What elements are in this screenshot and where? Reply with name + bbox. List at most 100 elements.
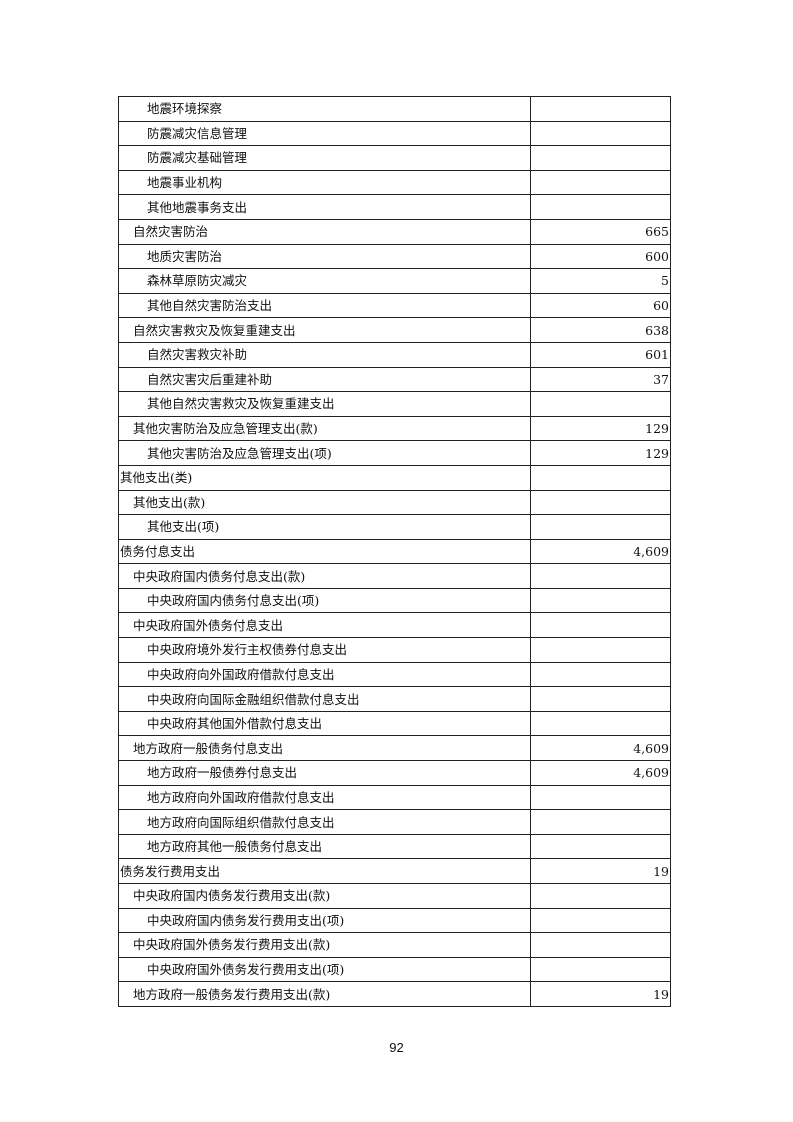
- row-label: 中央政府国内债务付息支出(款): [118, 563, 531, 589]
- row-label: 地震环境探察: [118, 96, 531, 122]
- row-label: 地震事业机构: [118, 169, 531, 196]
- row-label: 其他地震事务支出: [118, 194, 531, 220]
- row-value: [530, 710, 671, 737]
- row-label: 中央政府境外发行主权债券付息支出: [118, 637, 531, 663]
- table-row: 中央政府国内债务发行费用支出(款): [118, 883, 671, 909]
- row-label: 地质灾害防治: [118, 243, 531, 270]
- page-number: 92: [389, 1040, 404, 1055]
- table-row: 其他支出(类): [118, 464, 671, 491]
- row-label: 其他支出(类): [118, 464, 531, 491]
- row-value: [530, 489, 671, 516]
- row-value: [530, 464, 671, 491]
- row-value: [530, 637, 671, 663]
- table-row: 地震环境探察: [118, 96, 671, 122]
- table-row: 防震减灾基础管理: [118, 145, 671, 171]
- row-label: 自然灾害救灾及恢复重建支出: [118, 317, 531, 343]
- row-label: 防震减灾基础管理: [118, 145, 531, 171]
- row-label: 中央政府国内债务付息支出(项): [118, 587, 531, 614]
- row-value: [530, 514, 671, 540]
- table-row: 其他自然灾害防治支出 60: [118, 292, 671, 319]
- table-row: 地方政府一般债务付息支出 4,609: [118, 735, 671, 762]
- table-row: 地方政府其他一般债务付息支出: [118, 833, 671, 860]
- table-row: 债务付息支出 4,609: [118, 538, 671, 565]
- row-value: [530, 784, 671, 811]
- table-row: 自然灾害灾后重建补助 37: [118, 366, 671, 393]
- row-value: 19: [530, 981, 671, 1007]
- row-label: 地方政府向外国政府借款付息支出: [118, 784, 531, 811]
- row-value: 4,609: [530, 760, 671, 786]
- table-row: 地质灾害防治 600: [118, 243, 671, 270]
- table-row: 中央政府国内债务发行费用支出(项): [118, 907, 671, 934]
- table-row: 地方政府向国际组织借款付息支出: [118, 809, 671, 835]
- table-row: 地方政府一般债务发行费用支出(款) 19: [118, 981, 671, 1007]
- row-label: 中央政府国外债务发行费用支出(款): [118, 932, 531, 958]
- row-value: [530, 956, 671, 983]
- table-row: 自然灾害救灾及恢复重建支出 638: [118, 317, 671, 343]
- row-value: [530, 809, 671, 835]
- row-value: [530, 563, 671, 589]
- table-row: 中央政府境外发行主权债券付息支出: [118, 637, 671, 663]
- row-label: 中央政府国内债务发行费用支出(项): [118, 907, 531, 934]
- row-value: [530, 587, 671, 614]
- row-value: 60: [530, 292, 671, 319]
- table-row: 地方政府向外国政府借款付息支出: [118, 784, 671, 811]
- row-label: 地方政府向国际组织借款付息支出: [118, 809, 531, 835]
- row-label: 其他自然灾害防治支出: [118, 292, 531, 319]
- table-row: 其他灾害防治及应急管理支出(款) 129: [118, 415, 671, 442]
- row-label: 自然灾害防治: [118, 218, 531, 245]
- table-row: 中央政府向国际金融组织借款付息支出: [118, 686, 671, 712]
- table-row: 中央政府向外国政府借款付息支出: [118, 661, 671, 688]
- row-value: [530, 169, 671, 196]
- row-value: [530, 194, 671, 220]
- row-value: [530, 120, 671, 147]
- row-value: [530, 932, 671, 958]
- row-value: [530, 661, 671, 688]
- table-row: 其他灾害防治及应急管理支出(项) 129: [118, 440, 671, 466]
- row-label: 地方政府一般债券付息支出: [118, 760, 531, 786]
- row-value: [530, 883, 671, 909]
- table-row: 中央政府国外债务付息支出: [118, 612, 671, 639]
- row-value: [530, 907, 671, 934]
- table-row: 自然灾害防治 665: [118, 218, 671, 245]
- row-label: 防震减灾信息管理: [118, 120, 531, 147]
- table-row: 其他支出(项): [118, 514, 671, 540]
- row-value: 4,609: [530, 735, 671, 762]
- row-label: 地方政府其他一般债务付息支出: [118, 833, 531, 860]
- row-value: [530, 833, 671, 860]
- table-row: 债务发行费用支出 19: [118, 858, 671, 884]
- row-label: 其他灾害防治及应急管理支出(项): [118, 440, 531, 466]
- row-value: [530, 686, 671, 712]
- row-label: 其他灾害防治及应急管理支出(款): [118, 415, 531, 442]
- row-label: 债务发行费用支出: [118, 858, 531, 884]
- row-label: 其他支出(项): [118, 514, 531, 540]
- table-row: 森林草原防灾减灾 5: [118, 268, 671, 294]
- table-row: 中央政府其他国外借款付息支出: [118, 710, 671, 737]
- table-body: 地震环境探察 防震减灾信息管理 防震减灾基础管理 地震事业机构 其他地震事务支出 自然灾害…: [118, 96, 671, 1007]
- row-value: 638: [530, 317, 671, 343]
- row-label: 中央政府国外债务发行费用支出(项): [118, 956, 531, 983]
- row-value: 4,609: [530, 538, 671, 565]
- table-row: 地方政府一般债券付息支出 4,609: [118, 760, 671, 786]
- row-label: 自然灾害灾后重建补助: [118, 366, 531, 393]
- table-row: 中央政府国外债务发行费用支出(项): [118, 956, 671, 983]
- table-row: 防震减灾信息管理: [118, 120, 671, 147]
- table-row: 其他地震事务支出: [118, 194, 671, 220]
- table-row: 其他支出(款): [118, 489, 671, 516]
- row-label: 地方政府一般债务发行费用支出(款): [118, 981, 531, 1007]
- row-value: 601: [530, 341, 671, 368]
- row-label: 森林草原防灾减灾: [118, 268, 531, 294]
- table-row: 自然灾害救灾补助 601: [118, 341, 671, 368]
- row-value: 665: [530, 218, 671, 245]
- table-row: 中央政府国内债务付息支出(款): [118, 563, 671, 589]
- row-label: 其他支出(款): [118, 489, 531, 516]
- table-row: 地震事业机构: [118, 169, 671, 196]
- table-row: 中央政府国外债务发行费用支出(款): [118, 932, 671, 958]
- row-value: [530, 612, 671, 639]
- row-label: 自然灾害救灾补助: [118, 341, 531, 368]
- row-label: 中央政府国外债务付息支出: [118, 612, 531, 639]
- row-label: 其他自然灾害救灾及恢复重建支出: [118, 391, 531, 417]
- row-value: 129: [530, 440, 671, 466]
- row-value: [530, 145, 671, 171]
- row-label: 中央政府向外国政府借款付息支出: [118, 661, 531, 688]
- table-row: 中央政府国内债务付息支出(项): [118, 587, 671, 614]
